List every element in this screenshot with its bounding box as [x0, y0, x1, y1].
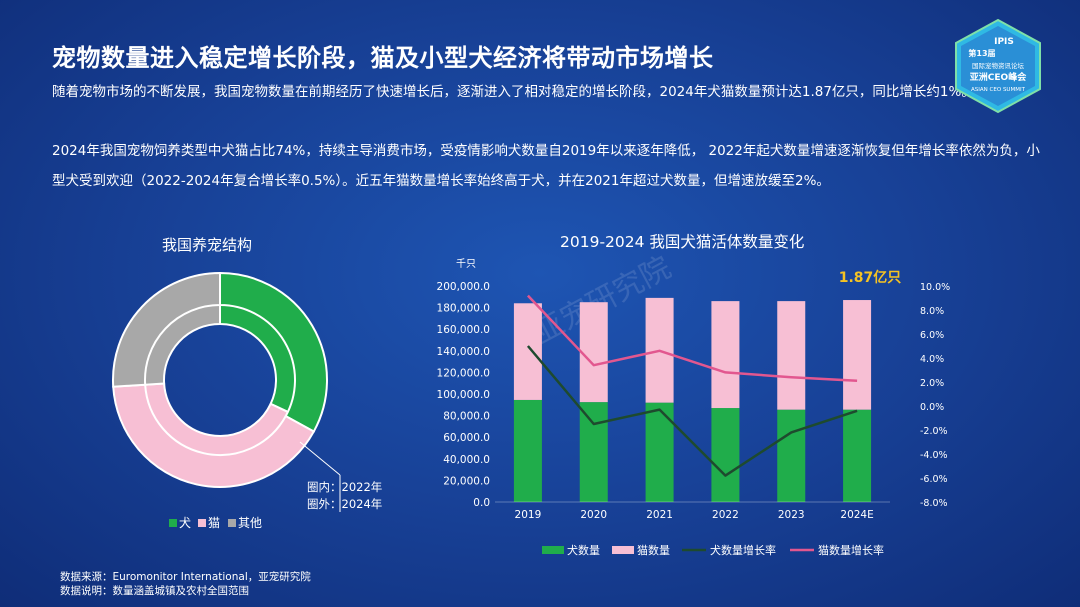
logo-text-4: 亚洲CEO峰会: [970, 71, 1027, 83]
legend-swatch-dog: [169, 519, 177, 527]
y-tick-label: 0.0: [473, 497, 490, 509]
bar-dog-2021: [645, 402, 674, 502]
bar-cat-2023: [777, 301, 806, 410]
bar-dog-2023: [777, 409, 806, 502]
y-tick-label: 160,000.0: [437, 324, 490, 336]
x-tick-label: 2023: [778, 509, 805, 521]
y2-tick-label: 0.0%: [920, 402, 944, 413]
pie-annotation-outer: 圈外：2024年: [307, 497, 382, 511]
legend-label-dog-rate: 犬数量增长率: [710, 543, 776, 557]
y2-tick-label: 2.0%: [920, 378, 944, 389]
summit-logo: IPIS 第13届 国际宠物资讯论坛 亚洲CEO峰会 ASIAN CEO SUM…: [955, 18, 1041, 114]
y2-tick-label: 4.0%: [920, 354, 944, 365]
y-tick-label: 100,000.0: [437, 389, 490, 401]
y-tick-label: 140,000.0: [437, 346, 490, 358]
y2-tick-label: -4.0%: [920, 450, 948, 461]
legend-label-dog: 犬: [179, 516, 191, 530]
x-axis-ticks: 2019 2020 2021 2022 2023 2024E: [515, 509, 874, 521]
legend-swatch-cat: [198, 519, 206, 527]
bar-dog-2024E: [843, 409, 872, 502]
y-tick-label: 180,000.0: [437, 303, 490, 315]
y-axis-ticks: 200,000.0 180,000.0 160,000.0 140,000.0 120,…: [437, 281, 490, 509]
pie-annotation-leader: [299, 441, 341, 476]
x-tick-label: 2020: [580, 509, 607, 521]
bar-cat-2019: [513, 303, 542, 400]
y-tick-label: 80,000.0: [443, 411, 490, 423]
total-annotation: 1.87亿只: [839, 269, 902, 286]
legend-swatch-cat-count: [612, 546, 634, 554]
legend-label-other: 其他: [238, 516, 262, 530]
y2-tick-label: -6.0%: [920, 474, 948, 485]
legend-swatch-dog-count: [542, 546, 564, 554]
rate-lines: [495, 294, 890, 503]
y2-tick-label: 10.0%: [920, 282, 950, 293]
logo-text-1: IPIS: [994, 37, 1014, 47]
logo-text-2: 第13届: [968, 48, 995, 58]
line-dog-growth-rate: [526, 345, 858, 477]
x-tick-label: 2019: [515, 509, 542, 521]
y-tick-label: 200,000.0: [437, 281, 490, 293]
x-tick-label: 2021: [646, 509, 673, 521]
combo-chart: 亚宠研究院 千只 200,000.0180,000.0160,000.0140,…: [437, 252, 951, 557]
x-tick-label: 2024E: [840, 509, 873, 521]
data-note: 数据说明：数量涵盖城镇及农村全国范围: [60, 585, 249, 597]
y2-tick-label: 6.0%: [920, 330, 944, 341]
intro-paragraph-2: 2024年我国宠物饲养类型中犬猫占比74%，持续主导消费市场，受疫情影响犬数量自…: [52, 143, 1040, 189]
bar-cat-2024E: [843, 300, 872, 410]
outer-ring-slice-其他: [112, 271, 221, 388]
pie-legend: 犬 猫 其他: [169, 516, 262, 530]
logo-text-5: ASIAN CEO SUMMIT: [971, 87, 1026, 93]
bar-dog-2022: [711, 408, 740, 502]
y2-tick-label: -8.0%: [920, 498, 948, 509]
y-tick-label: 60,000.0: [443, 432, 490, 444]
y2-tick-label: -2.0%: [920, 426, 948, 437]
intro-paragraph-1: 随着宠物市场的不断发展，我国宠物数量在前期经历了快速增长后，逐渐进入了相对稳定的…: [52, 84, 975, 100]
page-title: 宠物数量进入稳定增长阶段，猫及小型犬经济将带动市场增长: [52, 44, 714, 72]
data-source: 数据来源：Euromonitor International，亚宠研究院: [60, 571, 311, 583]
pie-chart: 圈内：2022年 圈外：2024年 犬 猫 其他: [112, 271, 382, 530]
bar-dog-2019: [513, 399, 542, 502]
legend-label-dog-count: 犬数量: [567, 543, 600, 557]
logo-text-3: 国际宠物资讯论坛: [972, 61, 1025, 70]
y-tick-label: 20,000.0: [443, 475, 490, 487]
pie-rings: [112, 271, 328, 488]
bars: [513, 297, 872, 502]
bar-cat-2022: [711, 301, 740, 409]
legend-label-cat-count: 猫数量: [637, 544, 670, 557]
legend-label-cat-rate: 猫数量增长率: [818, 543, 884, 557]
legend-label-cat: 猫: [208, 516, 220, 530]
pie-chart-title: 我国养宠结构: [162, 236, 253, 254]
combo-chart-title: 2019-2024 我国犬猫活体数量变化: [560, 233, 805, 251]
y-axis-unit: 千只: [456, 258, 476, 270]
y-tick-label: 40,000.0: [443, 454, 490, 466]
outer-ring-slice-猫: [112, 383, 316, 488]
combo-legend: 犬数量 猫数量 犬数量增长率 猫数量增长率: [542, 543, 884, 557]
bar-dog-2020: [579, 402, 608, 502]
pie-annotation-inner: 圈内：2022年: [307, 480, 382, 494]
y2-axis-ticks: 10.0% 8.0% 6.0% 4.0% 2.0% 0.0% -2.0% -4.0% -6.0%…: [920, 282, 950, 509]
line-cat-growth-rate: [527, 294, 858, 383]
x-tick-label: 2022: [712, 509, 739, 521]
legend-swatch-other: [228, 519, 236, 527]
bar-cat-2020: [579, 302, 608, 403]
y-tick-label: 120,000.0: [437, 367, 490, 379]
y2-tick-label: 8.0%: [920, 306, 944, 317]
